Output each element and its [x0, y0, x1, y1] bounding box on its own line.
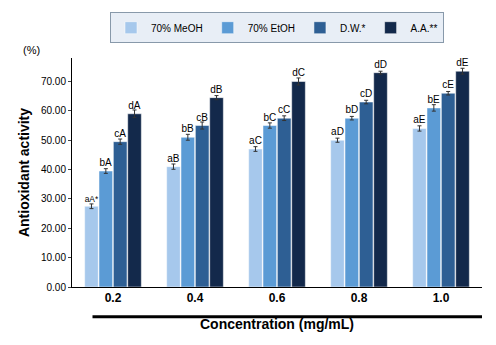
svg-text:A.A.**: A.A.**	[411, 23, 438, 34]
svg-text:10.00: 10.00	[41, 252, 66, 263]
svg-text:bB: bB	[182, 123, 195, 134]
svg-text:aE: aE	[413, 114, 426, 125]
svg-text:cD: cD	[360, 88, 372, 99]
svg-text:aC: aC	[249, 135, 262, 146]
svg-text:70.00: 70.00	[41, 76, 66, 87]
svg-text:cA: cA	[114, 128, 126, 139]
svg-text:dD: dD	[374, 59, 387, 70]
svg-text:dE: dE	[456, 57, 469, 68]
svg-text:Antioxidant activity: Antioxidant activity	[16, 108, 32, 237]
svg-text:60.00: 60.00	[41, 105, 66, 116]
svg-text:0.6: 0.6	[269, 291, 286, 305]
svg-text:aA*: aA*	[85, 194, 99, 204]
svg-text:bE: bE	[428, 94, 441, 105]
svg-text:70% EtOH: 70% EtOH	[248, 23, 295, 34]
svg-text:(%): (%)	[23, 44, 40, 56]
svg-text:0.2: 0.2	[105, 291, 122, 305]
svg-text:cE: cE	[442, 79, 454, 90]
svg-text:0.8: 0.8	[351, 291, 368, 305]
svg-text:cB: cB	[196, 112, 208, 123]
svg-text:D.W.*: D.W.*	[340, 23, 366, 34]
svg-text:cC: cC	[278, 104, 290, 115]
svg-text:bA: bA	[100, 157, 113, 168]
svg-text:1.0: 1.0	[433, 291, 450, 305]
svg-text:dB: dB	[210, 84, 223, 95]
svg-text:0.4: 0.4	[187, 291, 204, 305]
svg-text:Concentration (mg/mL): Concentration (mg/mL)	[200, 316, 354, 332]
svg-text:aD: aD	[331, 126, 344, 137]
svg-text:dC: dC	[292, 67, 305, 78]
svg-text:bC: bC	[263, 112, 276, 123]
svg-text:40.00: 40.00	[41, 164, 66, 175]
svg-text:bD: bD	[345, 104, 358, 115]
svg-text:20.00: 20.00	[41, 223, 66, 234]
svg-text:70% MeOH: 70% MeOH	[151, 23, 203, 34]
svg-text:aB: aB	[167, 153, 180, 164]
svg-text:0.00: 0.00	[47, 282, 67, 293]
svg-text:50.00: 50.00	[41, 135, 66, 146]
svg-text:30.00: 30.00	[41, 193, 66, 204]
svg-text:dA: dA	[128, 100, 141, 111]
